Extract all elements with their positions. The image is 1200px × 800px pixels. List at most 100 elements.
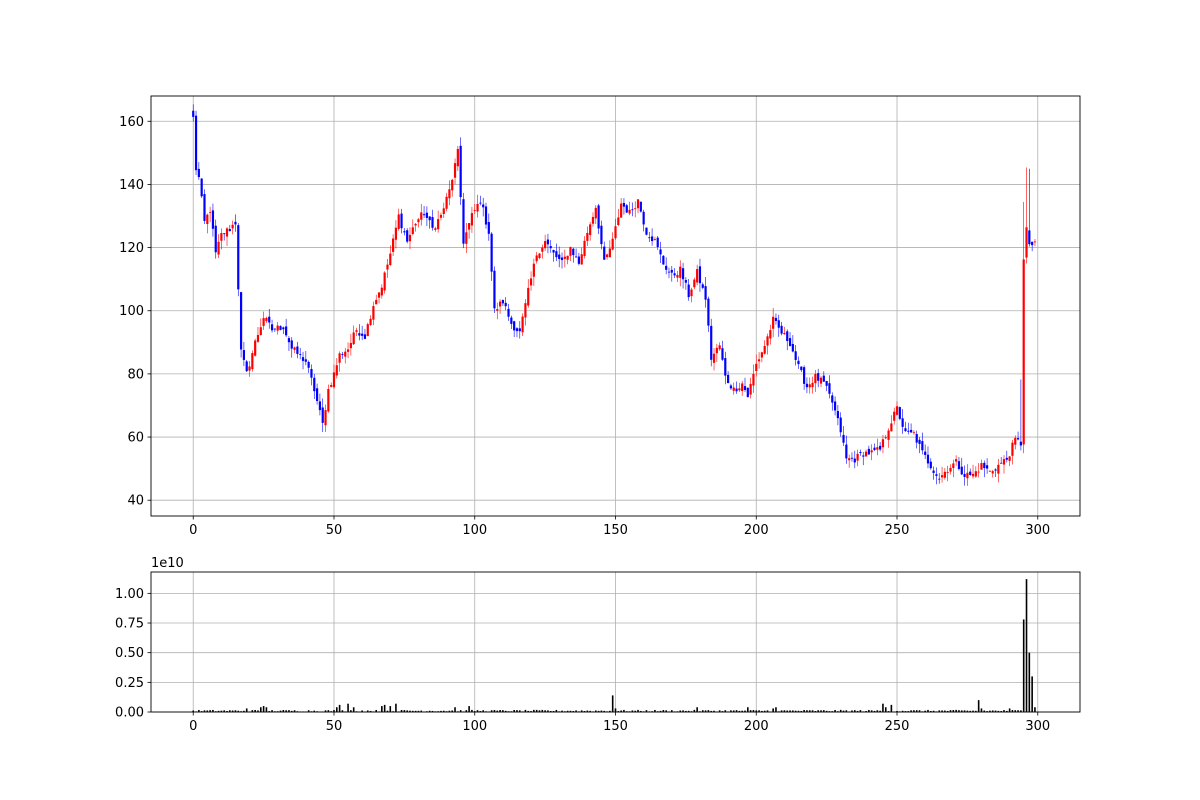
volume-bar: [814, 711, 817, 712]
price-candle-body: [496, 309, 499, 311]
volume-bar: [820, 710, 822, 712]
price-x-tick-label: 0: [189, 523, 197, 538]
volume-bar: [459, 710, 462, 712]
volume-bar: [575, 710, 577, 712]
volume-bar: [693, 709, 696, 712]
volume-bar: [654, 709, 656, 712]
volume-bar: [327, 710, 330, 712]
price-candle-body: [676, 274, 679, 278]
price-candle-body: [603, 246, 606, 260]
price-candle-body: [583, 240, 586, 257]
volume-bar: [350, 710, 352, 712]
price-candle-body: [310, 368, 313, 378]
volume-bar: [442, 710, 445, 712]
price-candle-body: [605, 254, 609, 258]
price-candle-body: [1014, 437, 1017, 445]
volume-bar: [704, 710, 707, 712]
volume-bar-panel: 0 50 100 150 200 250 300 0.00 0.25 0.50 0.75 1.00 1e…: [115, 556, 1081, 734]
price-candle-body: [239, 292, 243, 350]
price-candle-body: [983, 462, 986, 469]
price-candle-body: [515, 328, 519, 332]
volume-bar: [758, 710, 760, 712]
price-candle-body: [265, 317, 268, 322]
volume-bar: [901, 710, 904, 712]
volume-bar: [217, 710, 220, 712]
price-candle-body: [586, 232, 589, 241]
price-candle-body: [710, 325, 713, 360]
volume-bar: [465, 710, 468, 712]
price-candle-body: [541, 247, 544, 252]
volume-bar: [324, 710, 327, 712]
price-candle-body: [321, 407, 324, 423]
price-candle-body: [859, 452, 862, 454]
price-candle-body: [366, 324, 369, 337]
price-candle-body: [282, 327, 285, 330]
volume-bar: [279, 710, 282, 712]
volume-x-tick-label: 200: [744, 719, 769, 734]
volume-bar: [882, 703, 884, 712]
volume-bar: [955, 709, 957, 712]
price-candles: [192, 104, 1037, 486]
volume-bar: [718, 710, 721, 712]
volume-bar: [518, 710, 521, 712]
volume-bar: [254, 709, 256, 712]
price-candle-body: [428, 216, 431, 221]
volume-bar: [938, 710, 941, 712]
price-y-tick-label: 60: [127, 431, 144, 446]
volume-x-tick-label: 250: [885, 719, 910, 734]
volume-x-tick-label: 150: [603, 719, 628, 734]
volume-bar: [724, 710, 727, 712]
price-candle-body: [237, 225, 240, 290]
price-candle-body: [763, 345, 766, 354]
price-grid: [151, 96, 1080, 516]
volume-bar: [989, 710, 991, 712]
price-candle-body: [850, 457, 854, 459]
price-candle-body: [741, 383, 744, 392]
price-candle-body: [943, 471, 946, 478]
price-candle-body: [273, 328, 276, 330]
price-candle-body: [377, 292, 381, 298]
price-candle-body: [532, 263, 535, 277]
volume-bar: [879, 710, 881, 712]
price-candle-body: [507, 308, 510, 317]
volume-bar: [910, 710, 912, 712]
price-candle-body: [498, 301, 502, 307]
price-candle-body: [1022, 259, 1025, 445]
volume-bar: [383, 704, 386, 712]
volume-bar: [884, 707, 887, 712]
volume-bar: [245, 708, 248, 712]
price-candle-body: [622, 202, 626, 207]
volume-bar: [904, 711, 907, 712]
price-candle-body: [468, 223, 471, 230]
price-candle-body: [372, 306, 375, 320]
volume-bar: [803, 710, 805, 712]
volume-bar: [834, 710, 836, 712]
volume-bar: [243, 710, 245, 712]
volume-bar: [1034, 707, 1036, 712]
volume-bar: [347, 703, 349, 712]
price-candle-body: [636, 199, 640, 209]
price-candle-body: [693, 279, 696, 288]
volume-bar: [499, 710, 501, 712]
price-candle-body: [912, 432, 916, 434]
price-candle-body: [701, 284, 704, 288]
volume-bar: [530, 711, 532, 712]
price-x-tick-label: 50: [326, 523, 343, 538]
volume-bar: [808, 710, 811, 712]
volume-bar: [890, 704, 893, 712]
price-candle-body: [724, 358, 727, 376]
price-candle-body: [383, 272, 386, 291]
price-candle-body: [960, 466, 963, 475]
volume-x-tick-label: 0: [189, 719, 197, 734]
volume-bar: [603, 710, 606, 712]
price-y-tick-label: 160: [119, 115, 144, 130]
price-candle-body: [361, 333, 364, 336]
volume-bar: [713, 710, 715, 712]
volume-bar: [735, 710, 738, 712]
price-candle-body: [392, 238, 395, 252]
price-candle-body: [949, 467, 952, 472]
volume-bar: [412, 710, 414, 712]
price-y-tick-label: 120: [119, 241, 144, 256]
volume-x-tick-label: 100: [462, 719, 487, 734]
volume-bar: [701, 710, 704, 712]
